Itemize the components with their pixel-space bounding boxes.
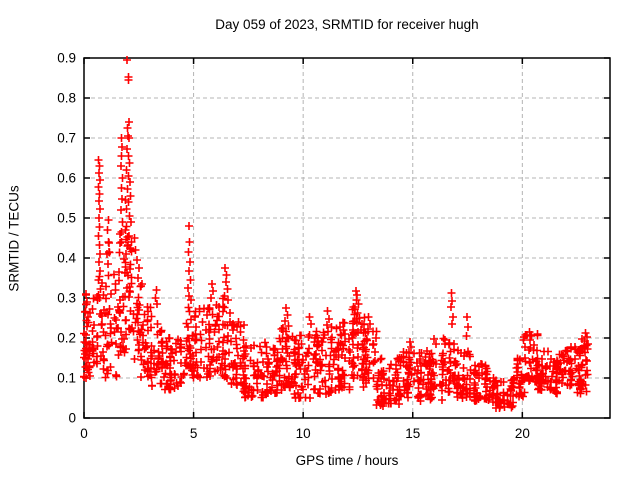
y-tick-label: 0.5 [57,211,76,226]
grid-lines [84,58,610,418]
x-axis-title: GPS time / hours [295,453,399,468]
x-tick-label: 5 [190,426,198,441]
plot-border [83,57,611,419]
y-tick-label: 0.7 [57,131,76,146]
y-tick-label: 0.3 [57,291,76,306]
y-tick-label: 0.4 [57,251,76,266]
y-tick-label: 0.2 [57,331,76,346]
data-points [80,56,592,412]
y-tick-label: 0.8 [57,91,76,106]
x-tick-label: 20 [515,426,530,441]
y-tick-label: 0.6 [57,171,76,186]
x-tick-label: 15 [405,426,420,441]
x-tick-label: 0 [80,426,88,441]
y-tick-label: 0.9 [57,51,76,66]
x-tick-label: 10 [296,426,311,441]
chart-title: Day 059 of 2023, SRMTID for receiver hug… [215,17,479,32]
y-tick-label: 0 [68,411,76,426]
y-tick-label: 0.1 [57,371,76,386]
